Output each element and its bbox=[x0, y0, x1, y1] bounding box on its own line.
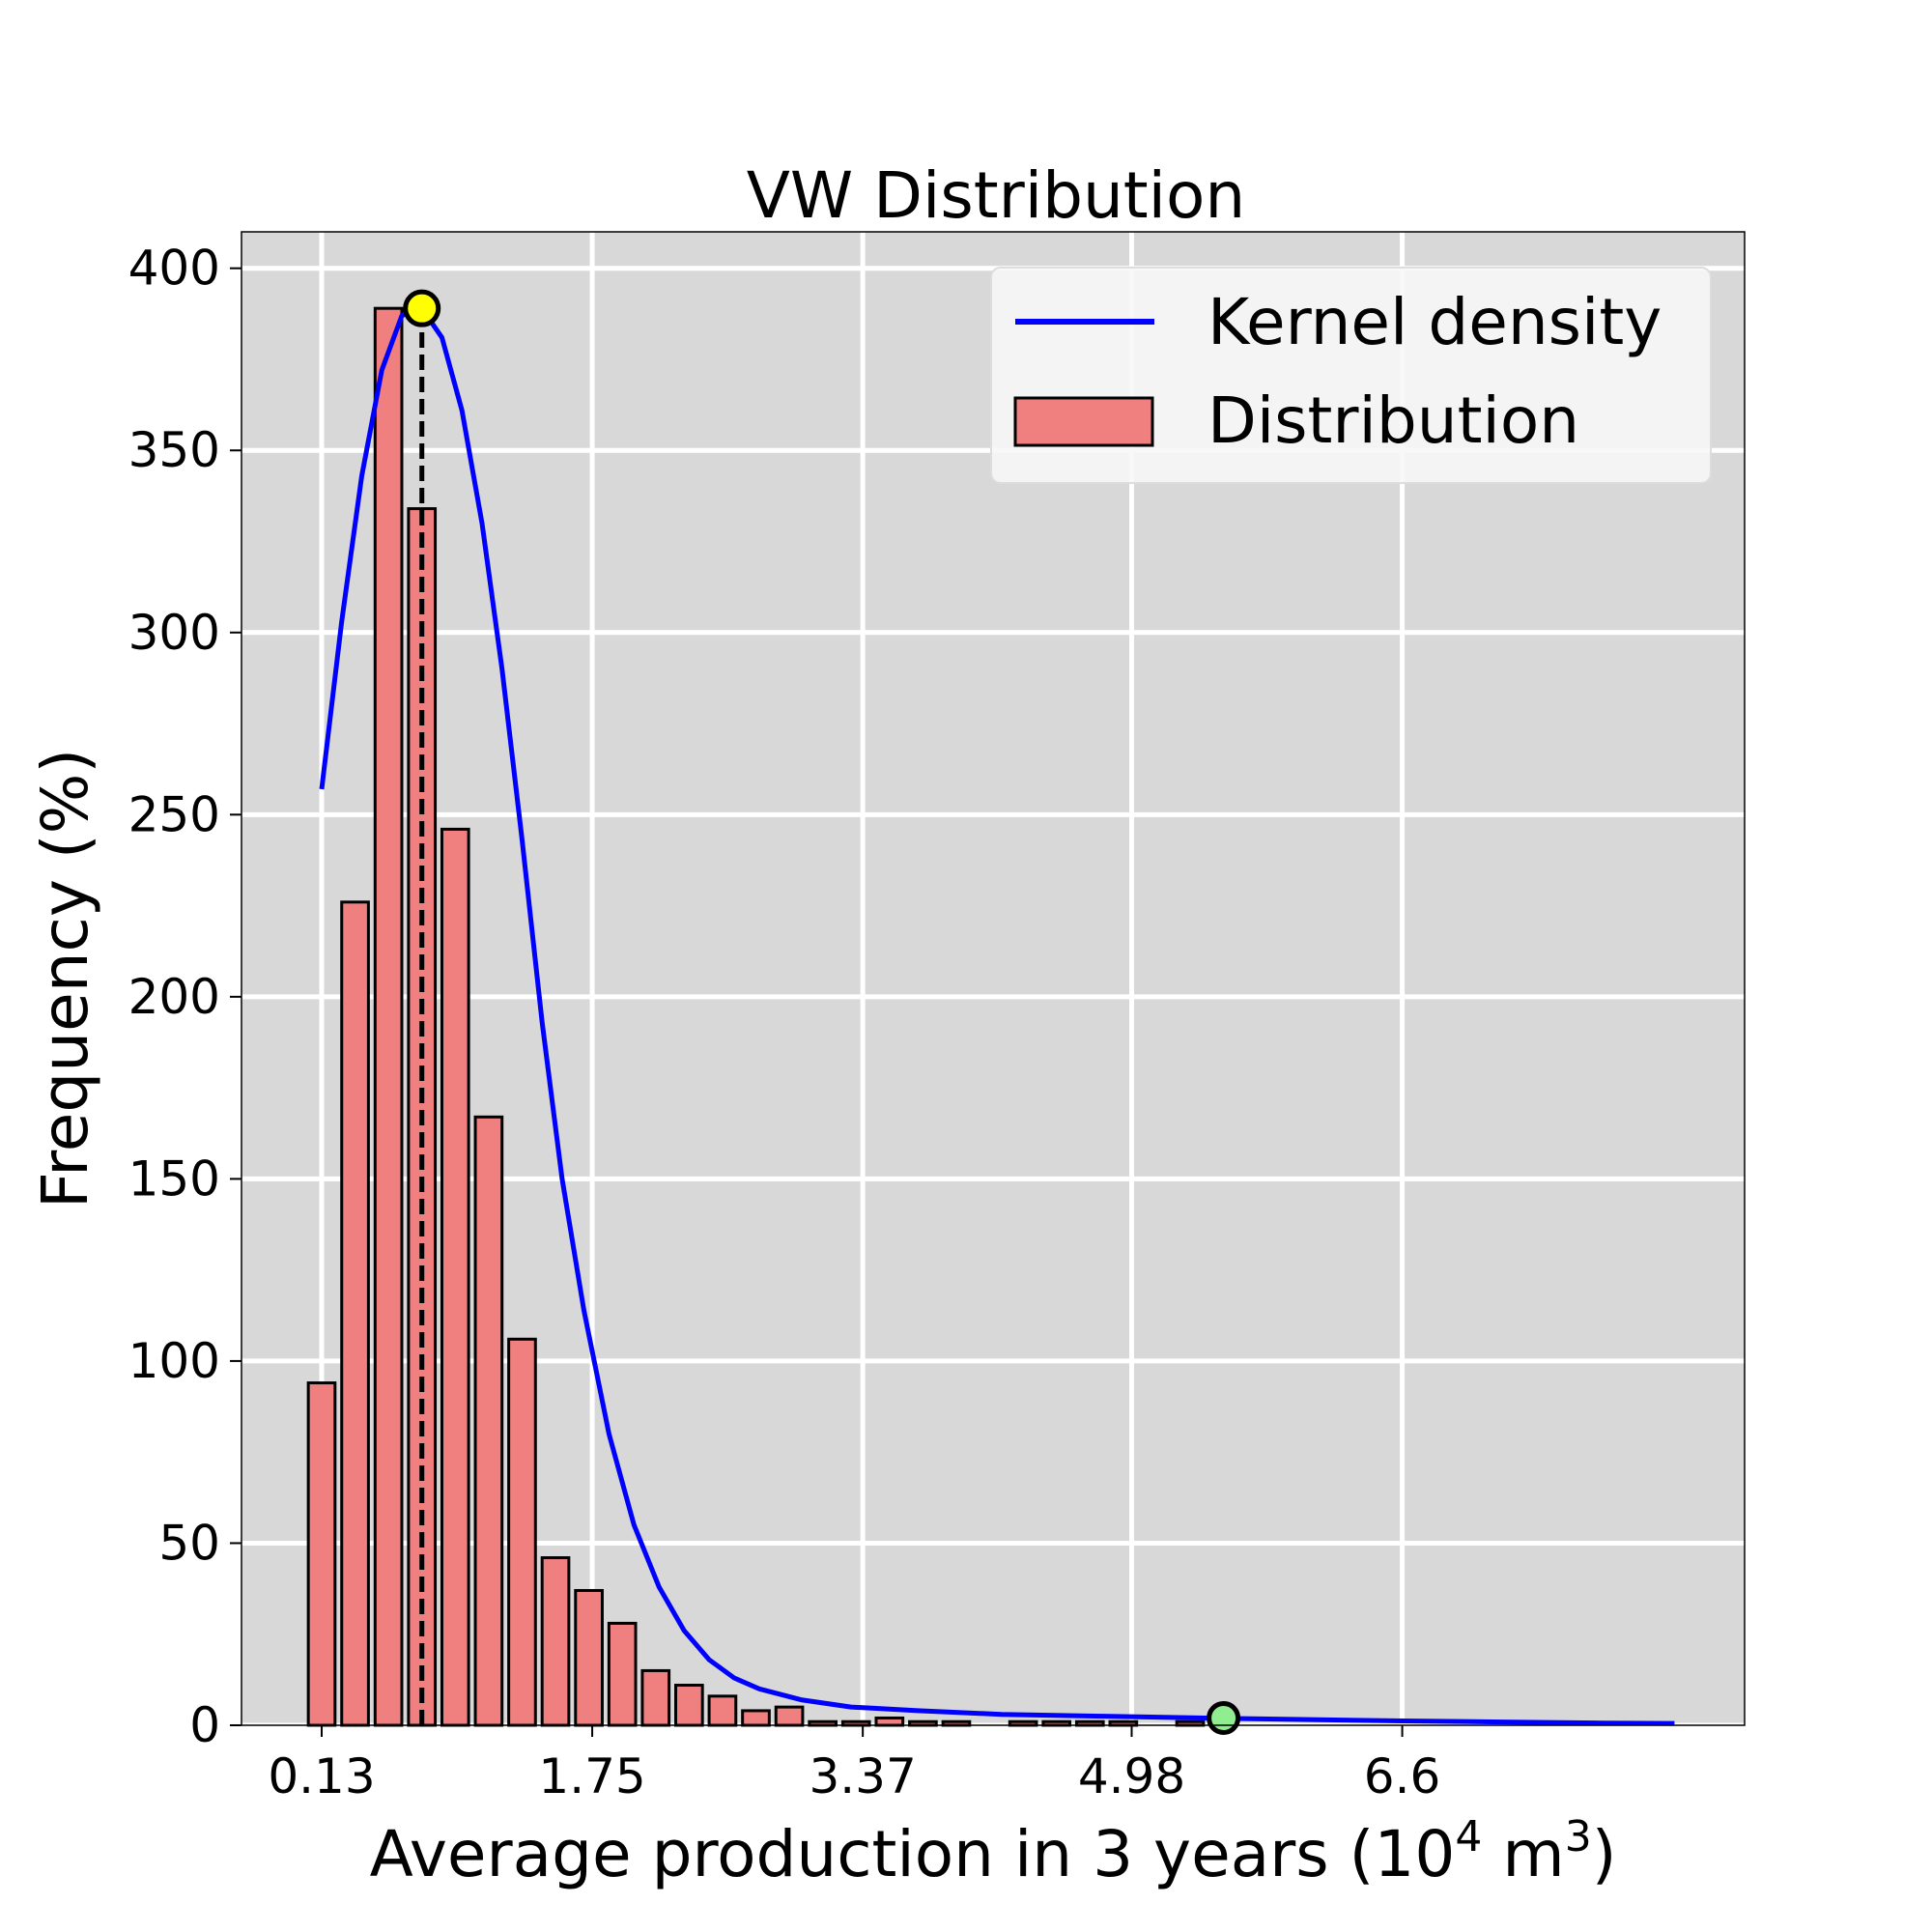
x-tick-label: 1.75 bbox=[538, 1748, 645, 1804]
histogram-bar bbox=[473, 1115, 504, 1727]
histogram-bar bbox=[574, 1588, 604, 1727]
x-tick-label: 0.13 bbox=[268, 1748, 375, 1804]
legend: Kernel density Distribution bbox=[990, 267, 1712, 484]
histogram-bar bbox=[707, 1694, 738, 1727]
x-axis-label: Average production in 3 years (104 m3) bbox=[370, 1812, 1617, 1891]
x-tick-label: 3.37 bbox=[809, 1748, 916, 1804]
y-tick-label: 350 bbox=[128, 422, 220, 478]
y-tick-label: 150 bbox=[128, 1151, 220, 1207]
x-axis-label-suffix: ) bbox=[1592, 1817, 1617, 1891]
tail-marker bbox=[1207, 1700, 1241, 1735]
y-axis-label: Frequency (%) bbox=[28, 749, 102, 1208]
y-tick-label: 250 bbox=[128, 786, 220, 842]
histogram-bar bbox=[874, 1716, 905, 1727]
x-axis-label-exp1: 4 bbox=[1455, 1812, 1482, 1861]
peak-marker bbox=[403, 289, 441, 327]
y-tick-label: 200 bbox=[128, 969, 220, 1025]
histogram-bar bbox=[741, 1709, 771, 1727]
histogram-bar bbox=[440, 827, 470, 1727]
histogram-bar bbox=[774, 1705, 805, 1727]
x-axis-label-middle: m bbox=[1482, 1817, 1564, 1891]
histogram-bar bbox=[373, 306, 404, 1727]
y-tick-label: 50 bbox=[158, 1515, 220, 1571]
chart-title: VW Distribution bbox=[747, 158, 1245, 233]
legend-distribution-swatch bbox=[1013, 396, 1154, 447]
histogram-bar bbox=[640, 1668, 671, 1727]
histogram-bar bbox=[540, 1556, 571, 1727]
histogram-bar bbox=[507, 1337, 537, 1727]
y-tick-label: 300 bbox=[128, 605, 220, 661]
markers bbox=[403, 289, 1241, 1735]
y-tick-label: 0 bbox=[189, 1697, 220, 1753]
histogram-bars bbox=[306, 306, 1206, 1727]
x-axis-label-exp2: 3 bbox=[1565, 1812, 1592, 1861]
plot-frame bbox=[241, 231, 1746, 1726]
legend-box bbox=[990, 267, 1712, 484]
x-axis-ticks: 0.13 1.75 3.37 4.98 6.6 bbox=[268, 1725, 1440, 1804]
histogram-bar bbox=[607, 1621, 638, 1727]
x-tick-label: 4.98 bbox=[1078, 1748, 1185, 1804]
y-axis-ticks: 0 50 100 150 200 250 300 350 400 bbox=[128, 241, 242, 1753]
y-tick-label: 400 bbox=[128, 241, 220, 297]
legend-kde-label: Kernel density bbox=[1208, 285, 1662, 359]
x-axis-label-prefix: Average production in 3 years (10 bbox=[370, 1817, 1456, 1891]
x-tick-label: 6.6 bbox=[1364, 1748, 1441, 1804]
y-tick-label: 100 bbox=[128, 1333, 220, 1389]
histogram-bar bbox=[306, 1381, 337, 1727]
legend-distribution-label: Distribution bbox=[1208, 384, 1579, 458]
histogram-bar bbox=[674, 1684, 704, 1727]
histogram-bar bbox=[340, 900, 370, 1727]
